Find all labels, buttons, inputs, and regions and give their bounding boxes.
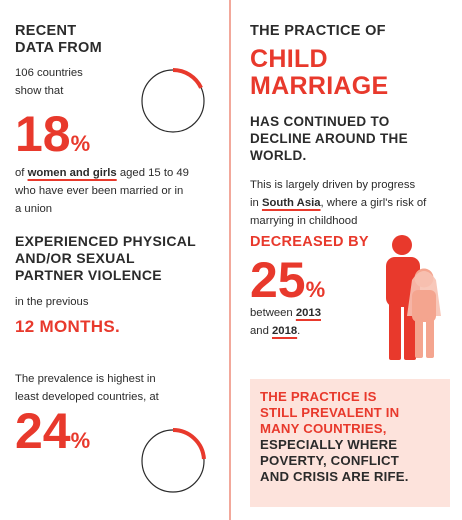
callout-dark-line-1: ESPECIALLY WHERE	[260, 437, 398, 452]
driven-text: This is largely driven by progress in So…	[250, 176, 460, 230]
period-text: in the previous	[15, 296, 89, 308]
decline-line-2: DECLINE AROUND THE	[250, 131, 408, 146]
gauge-18-percent	[141, 68, 205, 133]
stat-25-unit: %	[305, 277, 326, 302]
decline-line-1: HAS CONTINUED TO	[250, 114, 390, 129]
women-desc-line-1: of women and girls aged 15 to 49	[15, 167, 189, 179]
driven-line-1: This is largely driven by progress	[250, 179, 416, 191]
stat-18-number: 18	[15, 106, 71, 162]
violence-line-2: AND/OR SEXUAL	[15, 250, 135, 266]
women-desc-line-2: who have ever been married or in	[15, 185, 184, 197]
callout-red-line-3: MANY COUNTRIES,	[260, 421, 387, 436]
intro-heading-line-1: RECENT	[15, 23, 77, 39]
callout-red-line-2: STILL PREVALENT IN	[260, 405, 400, 420]
child-marriage-illustration	[386, 235, 441, 360]
stat-18-unit: %	[70, 131, 91, 156]
girl-figure-icon	[407, 268, 441, 358]
callout-text: THE PRACTICE IS STILL PREVALENT IN MANY …	[260, 389, 445, 485]
callout-dark-line-2: POVERTY, CONFLICT	[260, 453, 399, 468]
prevalence-line-2: least developed countries, at	[15, 391, 159, 403]
year-start: 2013	[295, 307, 321, 319]
gauge-24-percent	[141, 428, 206, 493]
stat-25-percent: 25%	[250, 254, 325, 319]
violence-line-1: EXPERIENCED PHYSICAL	[15, 233, 197, 249]
decline-line-3: WORLD.	[250, 148, 307, 163]
prevalence-line-1: The prevalence is highest in	[15, 373, 156, 385]
decreased-label: DECREASED BY	[250, 234, 369, 250]
violence-heading: EXPERIENCED PHYSICAL AND/OR SEXUAL PARTN…	[15, 233, 196, 284]
prevalence-text: The prevalence is highest in least devel…	[15, 370, 159, 406]
year-end: 2018	[272, 325, 298, 337]
decline-heading: HAS CONTINUED TO DECLINE AROUND THE WORL…	[250, 113, 408, 164]
south-asia-highlight: South Asia	[261, 197, 321, 209]
women-desc-line-3: a union	[15, 203, 53, 215]
intro-text-line-1: 106 countries	[15, 67, 83, 79]
women-description: of women and girls aged 15 to 49 who hav…	[15, 164, 230, 218]
stat-25-number: 25	[250, 252, 306, 308]
prevalence-callout: THE PRACTICE IS STILL PREVALENT IN MANY …	[250, 379, 450, 507]
callout-red-line-1: THE PRACTICE IS	[260, 389, 377, 404]
period-value: 12 MONTHS.	[15, 317, 121, 336]
callout-dark-line-3: AND CRISIS ARE RIFE.	[260, 469, 409, 484]
title-line-3: MARRIAGE	[250, 72, 389, 100]
gauge-24-arc	[172, 428, 206, 460]
driven-line-3: marrying in childhood	[250, 215, 358, 227]
intro-heading-line-2: DATA FROM	[15, 40, 102, 56]
between-line-1: between 2013	[250, 307, 321, 319]
title-child-marriage: CHILD MARRIAGE	[250, 46, 389, 100]
stat-18-percent: 18%	[15, 108, 90, 173]
intro-heading: RECENT DATA FROM	[15, 23, 102, 57]
women-and-girls-highlight: women and girls	[27, 167, 117, 179]
driven-line-2: in South Asia, where a girl's risk of	[250, 197, 427, 209]
intro-text: 106 countries show that	[15, 64, 83, 100]
violence-line-3: PARTNER VIOLENCE	[15, 267, 162, 283]
gauge-18-arc	[172, 68, 203, 89]
stat-24-unit: %	[70, 428, 91, 453]
between-years: between 2013 and 2018.	[250, 304, 321, 340]
stat-24-number: 24	[15, 403, 71, 459]
intro-text-line-2: show that	[15, 85, 64, 97]
center-divider	[229, 0, 231, 520]
title-line-1: THE PRACTICE OF	[250, 23, 386, 39]
stat-24-percent: 24%	[15, 405, 90, 470]
between-line-2: and 2018.	[250, 325, 301, 337]
title-line-2: CHILD	[250, 45, 328, 73]
